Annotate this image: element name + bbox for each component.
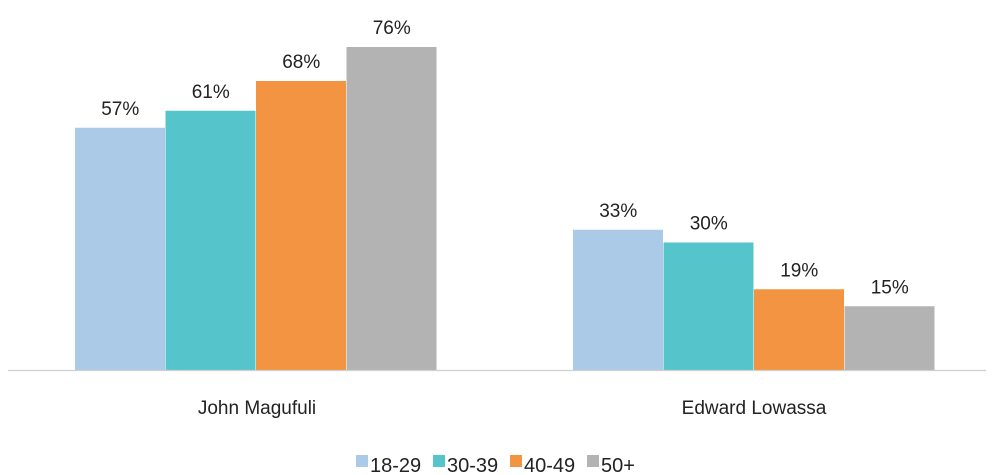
data-label: 15% [871, 277, 909, 298]
legend-label: 30-39 [447, 455, 498, 475]
legend-swatch-50+ [587, 455, 599, 467]
bar-18-29-lowassa [573, 229, 663, 370]
legend-swatch-30-39 [433, 455, 445, 467]
legend-label: 40-49 [524, 455, 575, 475]
data-label: 19% [780, 260, 818, 281]
bars-layer [75, 47, 935, 370]
bar-30-39-lowassa [663, 242, 754, 370]
bar-40-49-magufuli [256, 81, 346, 370]
bar-50+-lowassa [844, 306, 935, 370]
data-label: 33% [599, 201, 637, 222]
data-label: 57% [101, 99, 139, 120]
legend: 18-29 30-39 40-49 50+ [356, 455, 635, 475]
category-label: John Magufuli [198, 398, 316, 419]
bar-40-49-lowassa [754, 289, 844, 370]
data-label: 68% [282, 52, 320, 73]
legend-swatch-40-49 [510, 455, 522, 467]
data-labels-layer: 57% 61% 68% 76% 33% 30% 19% 15% [101, 18, 909, 298]
category-label: Edward Lowassa [682, 398, 827, 419]
category-labels-layer: John Magufuli Edward Lowassa [198, 398, 827, 419]
legend-label: 50+ [601, 455, 635, 475]
bar-18-29-magufuli [75, 127, 165, 370]
bar-30-39-magufuli [165, 110, 256, 370]
data-label: 76% [373, 18, 411, 39]
legend-swatch-18-29 [356, 455, 368, 467]
legend-label: 18-29 [370, 455, 421, 475]
data-label: 61% [192, 82, 230, 103]
bar-50+-magufuli [346, 47, 437, 370]
data-label: 30% [690, 214, 728, 235]
